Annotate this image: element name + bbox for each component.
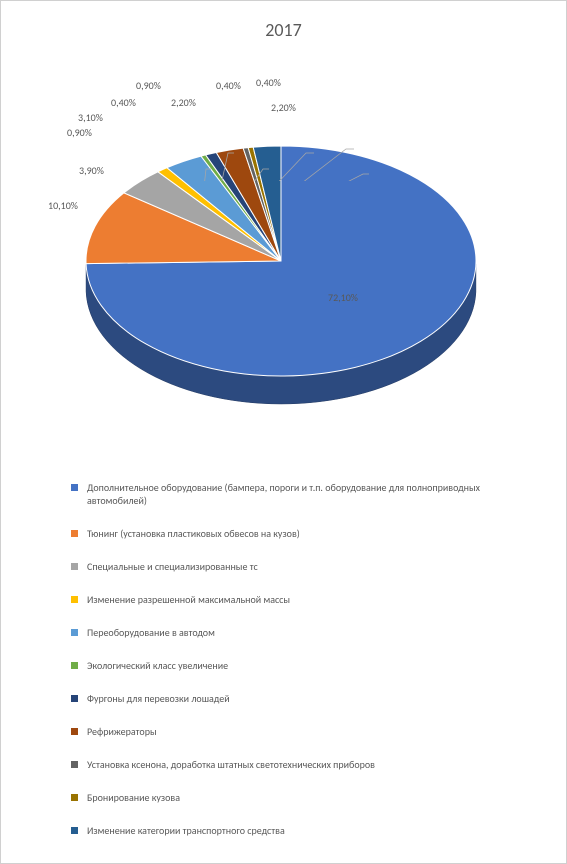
slice-labels: 72,10%10,10%3,90%0,90%3,10%0,40%0,90%2,2… (1, 71, 567, 251)
slice-value-label: 2,20% (171, 96, 196, 109)
legend-item: Рефрижераторы (71, 725, 526, 738)
legend-label: Дополнительное оборудование (бампера, по… (87, 481, 526, 507)
legend-item: Изменение разрешенной максимальной массы (71, 593, 526, 606)
legend-label: Установка ксенона, доработка штатных све… (87, 758, 526, 771)
legend-label: Изменение категории транспортного средст… (87, 824, 526, 837)
slice-value-label: 72,10% (328, 291, 358, 304)
legend-marker (71, 484, 78, 491)
slice-value-label: 2,20% (271, 101, 296, 114)
slice-value-label: 10,10% (48, 199, 78, 212)
legend-item: Фургоны для перевозки лошадей (71, 692, 526, 705)
legend-label: Переоборудование в автодом (87, 626, 526, 639)
legend-marker (71, 761, 78, 768)
legend: Дополнительное оборудование (бампера, по… (71, 481, 526, 857)
legend-label: Фургоны для перевозки лошадей (87, 692, 526, 705)
legend-item: Дополнительное оборудование (бампера, по… (71, 481, 526, 507)
legend-marker (71, 563, 78, 570)
slice-value-label: 0,40% (216, 79, 241, 92)
legend-marker (71, 695, 78, 702)
legend-label: Бронирование кузова (87, 791, 526, 804)
legend-item: Экологический класс увеличение (71, 659, 526, 672)
legend-marker (71, 728, 78, 735)
legend-marker (71, 530, 78, 537)
legend-marker (71, 827, 78, 834)
slice-value-label: 3,90% (79, 164, 104, 177)
chart-title: 2017 (1, 19, 566, 41)
legend-marker (71, 794, 78, 801)
chart-container: 2017 72,10%10,10%3,90%0,90%3,10%0,40%0,9… (0, 0, 567, 864)
legend-marker (71, 662, 78, 669)
legend-label: Рефрижераторы (87, 725, 526, 738)
slice-value-label: 0,40% (111, 96, 136, 109)
legend-item: Бронирование кузова (71, 791, 526, 804)
slice-value-label: 3,10% (78, 111, 103, 124)
legend-item: Тюнинг (установка пластиковых обвесов на… (71, 527, 526, 540)
legend-item: Переоборудование в автодом (71, 626, 526, 639)
slice-value-label: 0,40% (256, 76, 281, 89)
legend-marker (71, 596, 78, 603)
legend-label: Экологический класс увеличение (87, 659, 526, 672)
legend-label: Тюнинг (установка пластиковых обвесов на… (87, 527, 526, 540)
legend-label: Изменение разрешенной максимальной массы (87, 593, 526, 606)
legend-marker (71, 629, 78, 636)
legend-item: Изменение категории транспортного средст… (71, 824, 526, 837)
legend-item: Специальные и специализированные тс (71, 560, 526, 573)
legend-item: Установка ксенона, доработка штатных све… (71, 758, 526, 771)
slice-value-label: 0,90% (67, 126, 92, 139)
slice-value-label: 0,90% (136, 79, 161, 92)
legend-label: Специальные и специализированные тс (87, 560, 526, 573)
